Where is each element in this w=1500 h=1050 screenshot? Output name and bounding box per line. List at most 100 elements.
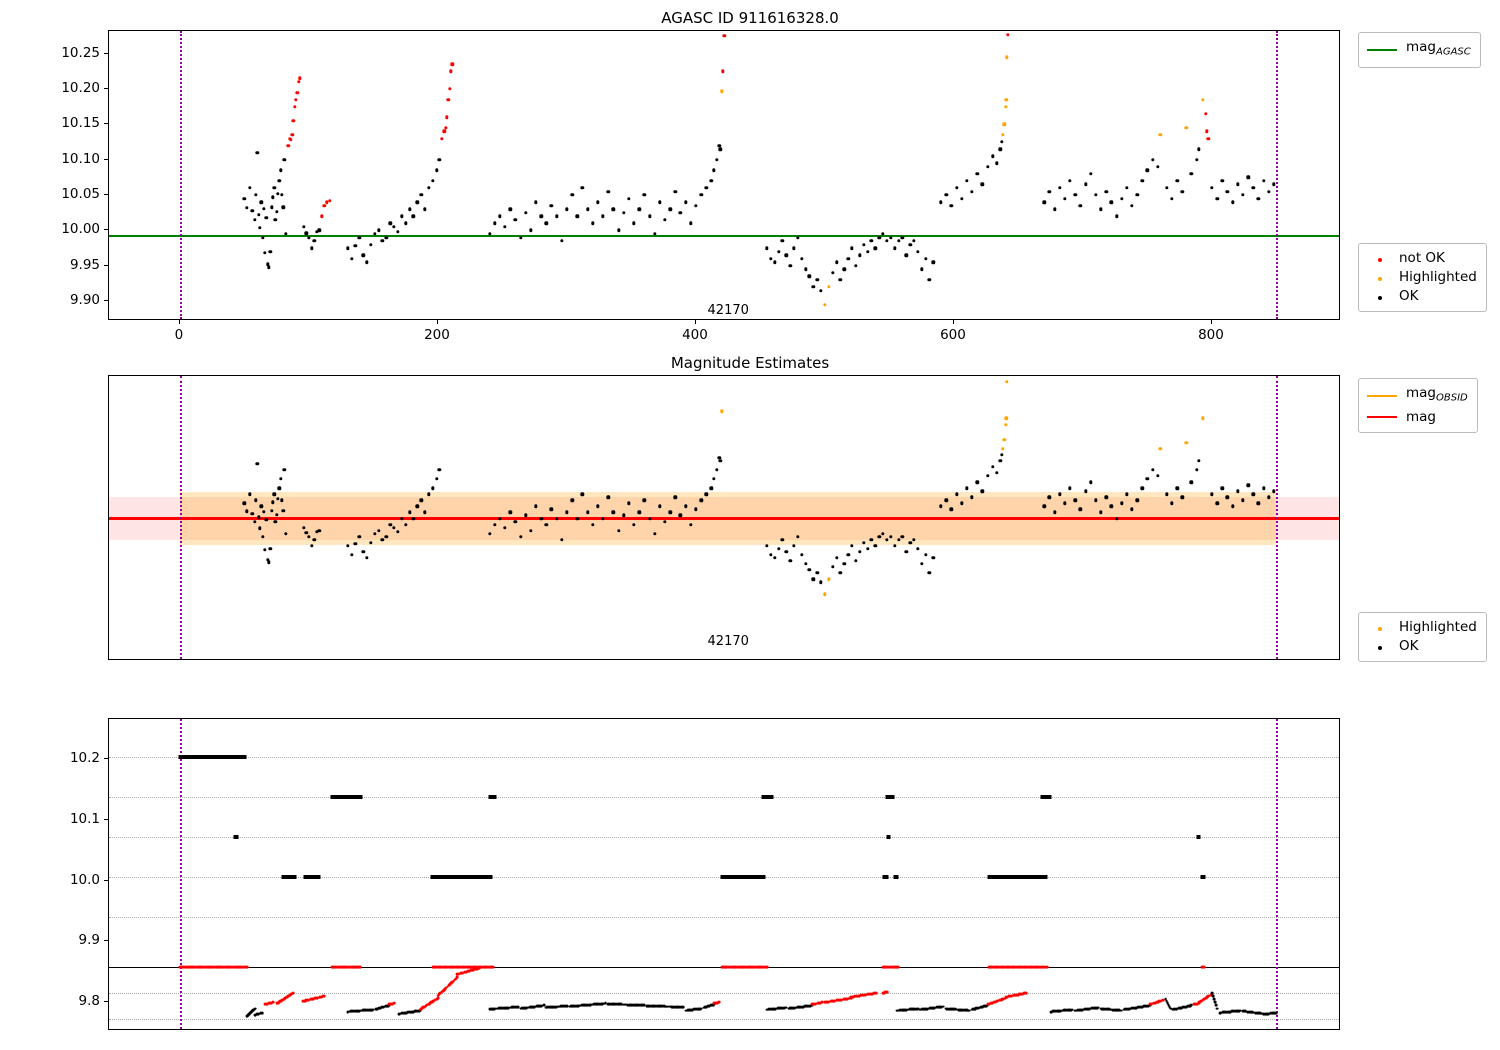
data-point-ok	[858, 253, 862, 257]
data-point-ok	[1225, 495, 1230, 499]
data-point-ok	[642, 498, 647, 502]
xtick-mark-top	[952, 320, 954, 324]
data-point-ok	[570, 193, 574, 197]
data-point-ok	[788, 264, 792, 268]
data-point-ok	[611, 207, 616, 211]
red-dot-icon	[1367, 249, 1393, 268]
flag-marker	[293, 875, 296, 879]
data-point-ok	[965, 179, 969, 183]
ytick-label-top: 10.15	[61, 115, 100, 132]
flag-marker	[218, 755, 222, 759]
data-point-highlighted	[720, 409, 724, 413]
flag-marker	[1024, 875, 1028, 879]
flag-marker	[761, 795, 765, 799]
flag-marker	[342, 795, 346, 799]
dr-point-ok	[542, 1004, 546, 1007]
flag-marker	[206, 755, 210, 759]
flag-marker	[731, 875, 735, 879]
data-point-ok	[361, 550, 365, 554]
data-point-ok	[689, 522, 693, 527]
flag-marker	[1027, 875, 1031, 879]
data-point-ok	[392, 525, 396, 530]
flag-marker	[757, 875, 761, 879]
data-point-ok	[1042, 504, 1046, 509]
data-point-highlighted	[1005, 380, 1009, 384]
data-point-ok	[1052, 207, 1057, 211]
data-point-ok	[873, 246, 877, 250]
data-point-ok	[357, 534, 361, 539]
data-point-ok	[400, 214, 404, 219]
data-point-ok	[1272, 182, 1276, 187]
flag-marker	[1043, 795, 1047, 799]
data-point-ok	[245, 509, 249, 513]
dr-point-ok	[1071, 1008, 1075, 1012]
dr-point-not-ok	[292, 991, 295, 995]
data-point-ok	[419, 498, 423, 502]
data-point-ok	[704, 186, 708, 190]
ytick-label-top: 10.25	[61, 44, 100, 61]
data-point-ok	[539, 516, 543, 521]
flag-marker	[458, 875, 462, 879]
data-point-ok	[931, 556, 936, 560]
data-point-ok	[1267, 495, 1271, 499]
ytick-mark-top	[104, 88, 108, 89]
data-point-highlighted	[1004, 97, 1008, 102]
xtick-label-top: 600	[940, 327, 966, 343]
ytick-mark-mid	[104, 940, 108, 942]
data-point-ok	[498, 516, 502, 521]
flag-marker	[760, 875, 763, 879]
dr-point-not-ok	[875, 991, 878, 995]
data-point-ok	[271, 500, 275, 504]
data-point-ok	[1246, 175, 1250, 180]
flag-marker	[330, 795, 334, 799]
data-point-ok	[1094, 498, 1098, 502]
data-point-ok	[281, 205, 285, 209]
data-point-ok	[1220, 179, 1225, 183]
data-point-ok	[998, 147, 1003, 151]
obsid-divider-line-bot-1	[1276, 719, 1279, 1029]
data-point-ok	[544, 522, 549, 527]
data-point-ok	[1125, 492, 1129, 496]
data-point-ok	[939, 504, 943, 509]
data-point-ok	[873, 544, 877, 548]
data-point-ok	[1119, 196, 1124, 201]
data-point-ok	[415, 504, 420, 509]
data-point-ok	[256, 213, 261, 217]
data-point-ok	[280, 498, 284, 502]
data-point-ok	[965, 486, 969, 490]
data-point-ok	[1225, 189, 1230, 194]
data-point-highlighted	[1003, 104, 1008, 109]
flag-marker	[359, 795, 363, 799]
data-point-ok	[247, 186, 252, 190]
data-point-ok	[944, 193, 948, 197]
panel-mid-title: Magnitude Estimates	[670, 354, 830, 372]
flag-marker	[488, 795, 492, 799]
ytick-mark-top	[104, 123, 108, 125]
data-point-ok	[673, 495, 678, 499]
data-point-ok	[1150, 158, 1155, 162]
flag-marker	[728, 875, 732, 879]
data-point-ok	[1189, 172, 1194, 176]
data-point-ok	[1078, 507, 1083, 512]
data-point-highlighted	[1201, 416, 1205, 421]
data-point-ok	[904, 550, 908, 554]
data-point-ok	[1083, 182, 1088, 187]
data-point-ok	[1261, 179, 1266, 183]
data-point-ok	[606, 495, 610, 499]
dr-point-ok	[642, 1004, 646, 1007]
data-point-ok	[317, 228, 321, 233]
data-point-ok	[1135, 193, 1139, 197]
data-point-ok	[699, 193, 703, 197]
flag-marker	[306, 875, 310, 879]
dr-point-ok	[784, 1006, 788, 1009]
data-point-ok	[388, 221, 392, 226]
data-point-not-ok	[295, 90, 300, 95]
data-point-ok	[269, 205, 274, 209]
data-point-not-ok	[290, 133, 294, 137]
data-point-ok	[920, 562, 924, 566]
data-point-ok	[960, 196, 964, 201]
data-point-ok	[718, 147, 723, 151]
data-point-ok	[1230, 200, 1235, 204]
dr-point-ok	[1212, 997, 1216, 1001]
data-point-ok	[668, 207, 672, 211]
